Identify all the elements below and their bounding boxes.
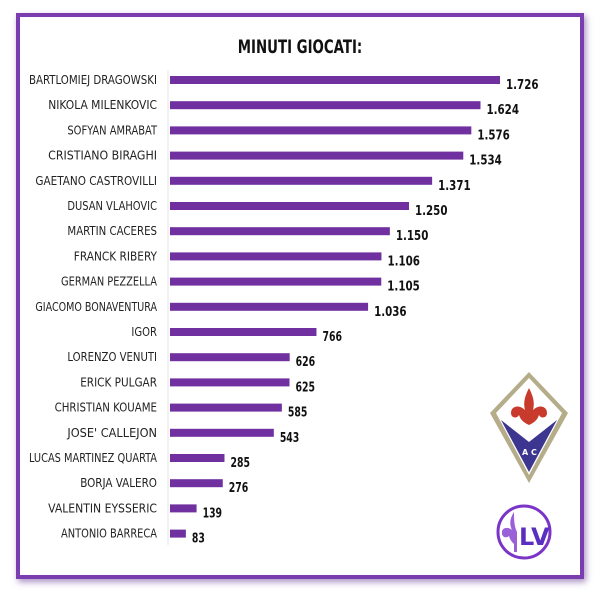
value-label: 1.036 bbox=[374, 305, 407, 320]
bar bbox=[170, 277, 382, 286]
bar bbox=[170, 252, 382, 261]
category-label: JOSE' CALLEJON bbox=[66, 426, 157, 440]
value-label: 285 bbox=[230, 456, 250, 471]
bar bbox=[170, 328, 317, 336]
value-label: 276 bbox=[229, 481, 249, 496]
category-label: LORENZO VENUTI bbox=[67, 350, 157, 364]
value-label: 585 bbox=[288, 406, 308, 421]
fleur-de-lis-icon bbox=[501, 512, 517, 552]
category-label: LUCAS MARTINEZ QUARTA bbox=[29, 451, 158, 465]
bar bbox=[170, 454, 225, 462]
value-label: 543 bbox=[280, 431, 300, 446]
bar bbox=[170, 202, 409, 210]
value-label: 1.150 bbox=[396, 229, 429, 244]
svg-text:A C: A C bbox=[522, 448, 537, 457]
category-label: GERMAN PEZZELLA bbox=[61, 275, 158, 289]
bar bbox=[170, 403, 282, 412]
bar bbox=[170, 529, 186, 538]
bar bbox=[170, 353, 290, 362]
bar bbox=[170, 479, 223, 488]
category-label: BARTLOMIEJ DRAGOWSKI bbox=[29, 73, 157, 87]
category-label: NIKOLA MILENKOVIC bbox=[48, 98, 157, 112]
svg-text:LV: LV bbox=[519, 523, 550, 551]
chart-title: MINUTI GIOCATI: bbox=[237, 36, 363, 58]
value-label: 626 bbox=[296, 355, 316, 370]
value-label: 139 bbox=[203, 506, 223, 521]
value-label: 1.250 bbox=[415, 204, 448, 219]
category-label: DUSAN VLAHOVIC bbox=[67, 199, 157, 213]
bar bbox=[170, 378, 290, 387]
value-label: 1.576 bbox=[477, 128, 510, 143]
bar bbox=[170, 126, 472, 135]
lv-brand-logo: LV bbox=[496, 504, 552, 560]
bar bbox=[170, 176, 433, 185]
value-label: 1.726 bbox=[506, 78, 539, 93]
value-label: 625 bbox=[295, 380, 315, 395]
bar bbox=[170, 76, 500, 84]
bar bbox=[170, 227, 390, 236]
category-label: ANTONIO BARRECA bbox=[61, 527, 158, 541]
value-label: 1.105 bbox=[387, 280, 420, 295]
value-label: 766 bbox=[322, 330, 342, 345]
category-label: ERICK PULGAR bbox=[80, 375, 157, 389]
bar bbox=[170, 428, 274, 437]
value-label: 1.534 bbox=[469, 154, 502, 169]
category-label: SOFYAN AMRABAT bbox=[67, 123, 157, 137]
bar bbox=[170, 151, 464, 160]
value-label: 1.106 bbox=[387, 254, 420, 269]
category-label: BORJA VALERO bbox=[80, 476, 157, 490]
category-label: IGOR bbox=[131, 325, 157, 339]
bar bbox=[170, 504, 197, 513]
value-label: 1.371 bbox=[438, 179, 471, 194]
club-crest-logo: A C bbox=[490, 372, 568, 483]
category-label: CHRISTIAN KOUAME bbox=[55, 401, 158, 415]
category-label: GIACOMO BONAVENTURA bbox=[35, 300, 157, 314]
category-label: CRISTIANO BIRAGHI bbox=[48, 149, 157, 163]
bar bbox=[170, 101, 481, 110]
category-label: GAETANO CASTROVILLI bbox=[35, 174, 157, 188]
category-label: MARTIN CACERES bbox=[67, 224, 157, 238]
category-label: VALENTIN EYSSERIC bbox=[48, 501, 157, 515]
value-label: 1.624 bbox=[486, 103, 519, 118]
category-label: FRANCK RIBERY bbox=[74, 249, 158, 263]
value-label: 83 bbox=[192, 532, 205, 547]
bar bbox=[170, 302, 369, 311]
